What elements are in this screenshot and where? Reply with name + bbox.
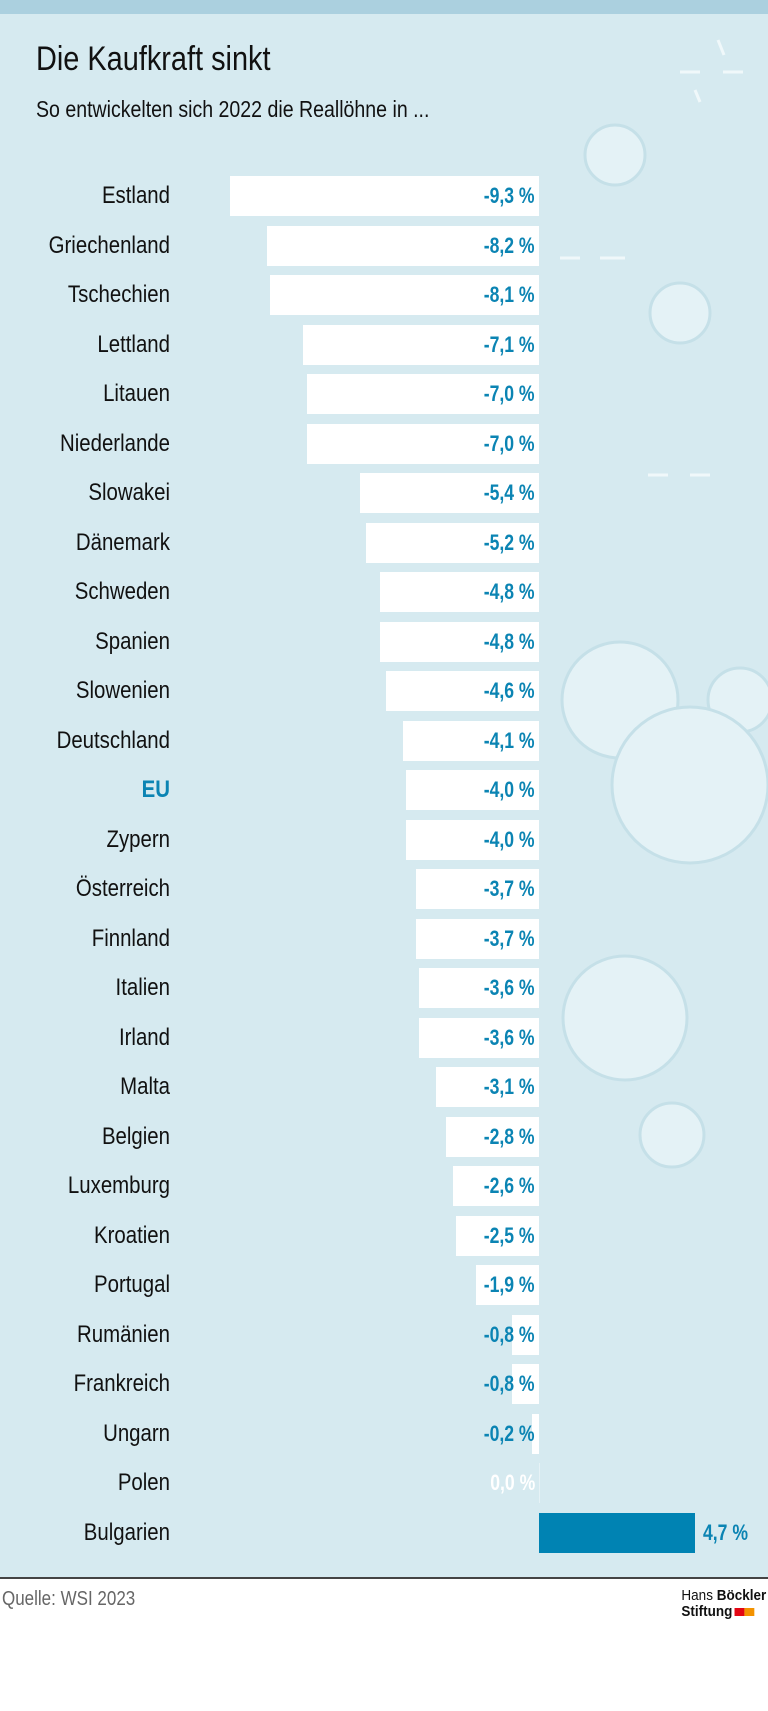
chart-title: Die Kaufkraft sinkt <box>36 40 271 78</box>
category-label: Portugal <box>94 1271 170 1298</box>
bar <box>402 720 539 761</box>
category-label: Belgien <box>101 1122 170 1150</box>
logo-text-stiftung: Stiftung <box>681 1603 733 1620</box>
top-bar <box>0 0 768 14</box>
category-label: Niederlande <box>59 429 170 457</box>
value-label: 4,7 % <box>703 1519 749 1545</box>
bar <box>406 819 539 860</box>
category-label: Finnland <box>91 924 170 952</box>
value-label: -7,0 % <box>484 381 535 406</box>
category-label: Deutschland <box>56 726 170 754</box>
category-label: Lettland <box>97 330 170 358</box>
bar <box>512 1364 539 1404</box>
category-label: Kroatien <box>94 1221 170 1249</box>
category-label: Tschechien <box>67 281 170 308</box>
bar <box>539 1512 696 1553</box>
category-label: Schweden <box>74 578 170 605</box>
bar <box>456 1215 539 1256</box>
bar <box>419 1017 539 1058</box>
category-label: Frankreich <box>73 1370 170 1397</box>
category-label: Rumänien <box>77 1320 170 1348</box>
hans-boeckler-logo: Hans Böckler Stiftung <box>681 1588 766 1620</box>
bar <box>419 968 539 1008</box>
category-label: Italien <box>115 974 170 1001</box>
category-label: Slowakei <box>88 479 170 506</box>
value-label: -4,8 % <box>484 579 535 604</box>
value-label: -8,1 % <box>484 282 535 307</box>
category-label: Litauen <box>103 380 170 407</box>
bar <box>532 1413 539 1454</box>
value-label: -3,7 % <box>484 925 535 951</box>
bar <box>452 1166 539 1206</box>
value-label: -7,0 % <box>484 430 535 456</box>
category-label: Ungarn <box>103 1419 170 1447</box>
chart-subtitle: So entwickelten sich 2022 die Reallöhne … <box>36 96 430 122</box>
bar <box>303 324 539 365</box>
value-label: -0,8 % <box>484 1371 535 1396</box>
value-label: -2,6 % <box>484 1173 535 1198</box>
bar <box>306 374 539 414</box>
value-label: -5,4 % <box>484 480 535 505</box>
bar <box>270 275 539 315</box>
bar <box>416 869 539 909</box>
value-label: -3,7 % <box>484 876 535 901</box>
bar <box>446 1116 539 1157</box>
category-label: Irland <box>118 1023 170 1051</box>
bar <box>379 572 539 612</box>
value-label: -0,8 % <box>484 1321 535 1347</box>
category-label: Dänemark <box>75 528 170 556</box>
bar <box>416 918 539 959</box>
value-label: -2,5 % <box>484 1222 535 1248</box>
value-label: -4,0 % <box>484 777 535 802</box>
bar <box>406 770 539 810</box>
bar <box>379 621 539 662</box>
value-label: -4,6 % <box>484 678 535 703</box>
value-label: -3,1 % <box>484 1074 535 1099</box>
value-label: -3,6 % <box>484 1024 535 1050</box>
bar <box>359 473 539 513</box>
category-label: Bulgarien <box>83 1518 170 1546</box>
value-label: -7,1 % <box>484 331 535 357</box>
value-label: -8,2 % <box>484 232 535 258</box>
value-label: -5,2 % <box>484 529 535 555</box>
bar <box>475 1265 539 1305</box>
value-label: -4,0 % <box>484 826 535 852</box>
category-label: Griechenland <box>48 231 171 259</box>
bar <box>366 522 539 563</box>
logo-square-orange <box>743 1608 754 1616</box>
category-label: Malta <box>120 1073 170 1100</box>
value-label: -2,8 % <box>484 1123 535 1149</box>
value-label: -9,3 % <box>484 183 535 208</box>
category-label: Zypern <box>106 825 170 853</box>
source-note: Quelle: WSI 2023 <box>2 1588 136 1610</box>
category-label: Estland <box>101 182 170 209</box>
bar <box>266 225 539 266</box>
value-label: -3,6 % <box>484 975 535 1000</box>
logo-text-bold: Böckler <box>716 1587 766 1604</box>
category-label: Polen <box>117 1469 170 1496</box>
category-label: Österreich <box>75 875 170 902</box>
value-label: 0,0 % <box>489 1470 535 1495</box>
bar <box>306 423 539 464</box>
bar <box>436 1067 539 1107</box>
bar <box>386 671 539 711</box>
logo-square-red <box>733 1608 744 1616</box>
value-label: -0,2 % <box>484 1420 535 1446</box>
bar <box>539 1463 540 1503</box>
category-label: EU <box>141 776 170 803</box>
logo-text: Hans <box>681 1587 713 1604</box>
bar <box>230 176 539 216</box>
category-label: Luxemburg <box>67 1172 170 1199</box>
value-label: -4,1 % <box>484 727 535 753</box>
category-label: Slowenien <box>75 677 170 704</box>
value-label: -1,9 % <box>484 1272 535 1297</box>
bar <box>512 1314 539 1355</box>
value-label: -4,8 % <box>484 628 535 654</box>
category-label: Spanien <box>95 627 170 655</box>
